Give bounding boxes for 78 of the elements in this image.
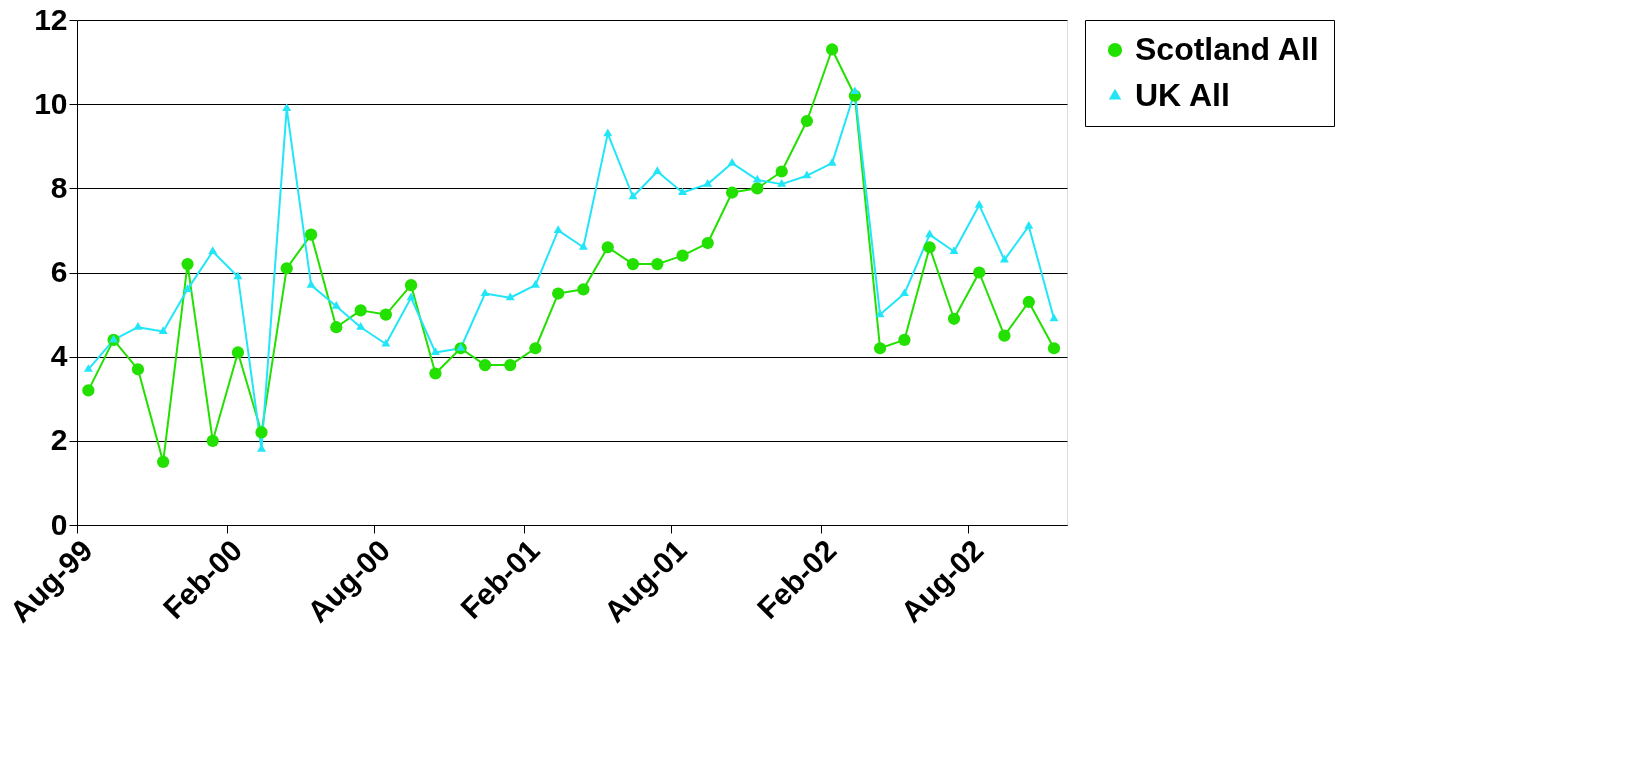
point (751, 182, 764, 195)
point (255, 426, 268, 439)
point (678, 187, 688, 196)
point (873, 342, 887, 355)
point (480, 288, 490, 297)
point (973, 266, 986, 279)
point (651, 257, 664, 271)
point (257, 444, 266, 452)
y-tick-label: 8 (50, 170, 68, 204)
point (183, 284, 193, 292)
y-tick-label: 10 (34, 86, 68, 120)
point (974, 200, 984, 208)
point (947, 312, 961, 325)
point (282, 103, 292, 111)
point (133, 322, 143, 330)
point (601, 241, 614, 254)
point (552, 287, 565, 300)
point (456, 343, 466, 351)
point (1047, 342, 1061, 355)
point (923, 241, 936, 254)
point (777, 178, 787, 187)
y-tick-label: 0 (50, 507, 68, 541)
point (430, 347, 440, 356)
point (206, 434, 219, 447)
point (306, 279, 316, 288)
point (83, 364, 93, 372)
point (578, 242, 588, 250)
point (304, 228, 318, 241)
point (603, 128, 613, 137)
point (727, 157, 737, 166)
point (330, 321, 343, 334)
point (478, 358, 492, 372)
point (404, 279, 418, 292)
point (208, 246, 218, 255)
point (827, 157, 837, 166)
point (802, 170, 812, 179)
point (158, 326, 168, 334)
point (998, 329, 1011, 342)
point (899, 288, 909, 297)
point (1022, 295, 1035, 309)
point (131, 363, 145, 376)
point (825, 43, 839, 56)
point (652, 166, 662, 175)
point (356, 322, 366, 330)
point (775, 165, 788, 178)
point (181, 257, 194, 271)
point (626, 257, 640, 271)
point (354, 304, 367, 317)
y-tick-label: 4 (50, 339, 68, 373)
point (949, 246, 959, 255)
point (676, 249, 689, 262)
y-tick-label: 12 (34, 2, 68, 36)
point (429, 367, 442, 380)
point (875, 309, 885, 318)
point (157, 455, 170, 468)
point (504, 358, 517, 372)
legend-label: UK All (1135, 77, 1230, 113)
point (280, 262, 293, 275)
y-tick-label: 2 (50, 423, 68, 457)
point (703, 178, 713, 187)
point (233, 271, 243, 280)
point (553, 225, 563, 233)
point (800, 114, 814, 128)
point (850, 86, 860, 95)
point (898, 333, 911, 346)
point (82, 384, 95, 397)
point (379, 308, 392, 321)
point (529, 342, 542, 355)
point (925, 229, 935, 238)
point (381, 338, 391, 347)
point (1024, 221, 1034, 229)
point (577, 283, 590, 296)
point (331, 301, 341, 309)
legend-label: Scotland All (1135, 31, 1319, 67)
point (726, 186, 739, 199)
point (231, 346, 245, 359)
y-tick-label: 6 (50, 255, 68, 288)
point (701, 236, 714, 250)
